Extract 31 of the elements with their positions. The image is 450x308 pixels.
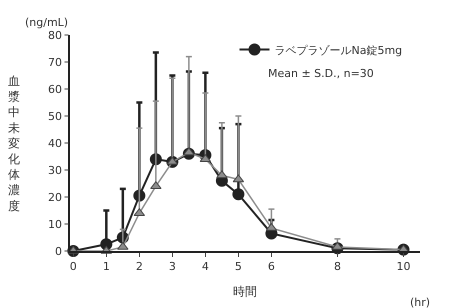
x-tick-label: 0 [70, 260, 77, 273]
point [232, 174, 244, 182]
y-tick-label: 0 [55, 244, 62, 258]
text: 血漿中未変化体濃度 [8, 74, 20, 213]
point [216, 170, 228, 178]
y-tick-label: 30 [48, 164, 62, 177]
x-tick-label: 10 [396, 260, 410, 273]
x-tick-label: 3 [168, 260, 176, 273]
legend-label: ラベプラゾールNa錠5mg [274, 44, 402, 57]
y-tick-label: 60 [48, 82, 62, 96]
text: (hr) [410, 296, 430, 308]
x-tick-label: 8 [334, 260, 341, 273]
y-tick-label: 10 [48, 218, 62, 231]
text: (ng/mL) [25, 16, 68, 29]
x-tick-label: 4 [202, 260, 209, 273]
point [232, 188, 244, 200]
x-tick-label: 5 [234, 260, 242, 273]
x-axis-title: 時間 [233, 284, 257, 298]
x-tick-label: 2 [136, 260, 143, 273]
y-tick-label: 40 [48, 136, 62, 150]
y-tick-label: 70 [48, 56, 62, 69]
point [332, 242, 344, 250]
x-tick-label: 1 [102, 260, 110, 273]
point [117, 242, 129, 250]
y-tick-label: 80 [48, 28, 62, 42]
point [183, 147, 195, 156]
point [166, 156, 178, 165]
y-tick-label: 20 [48, 190, 62, 204]
x-tick-label: 6 [268, 260, 275, 273]
y-tick-label: 50 [48, 110, 62, 123]
annotation: Mean ± S.D., n=30 [268, 67, 374, 80]
